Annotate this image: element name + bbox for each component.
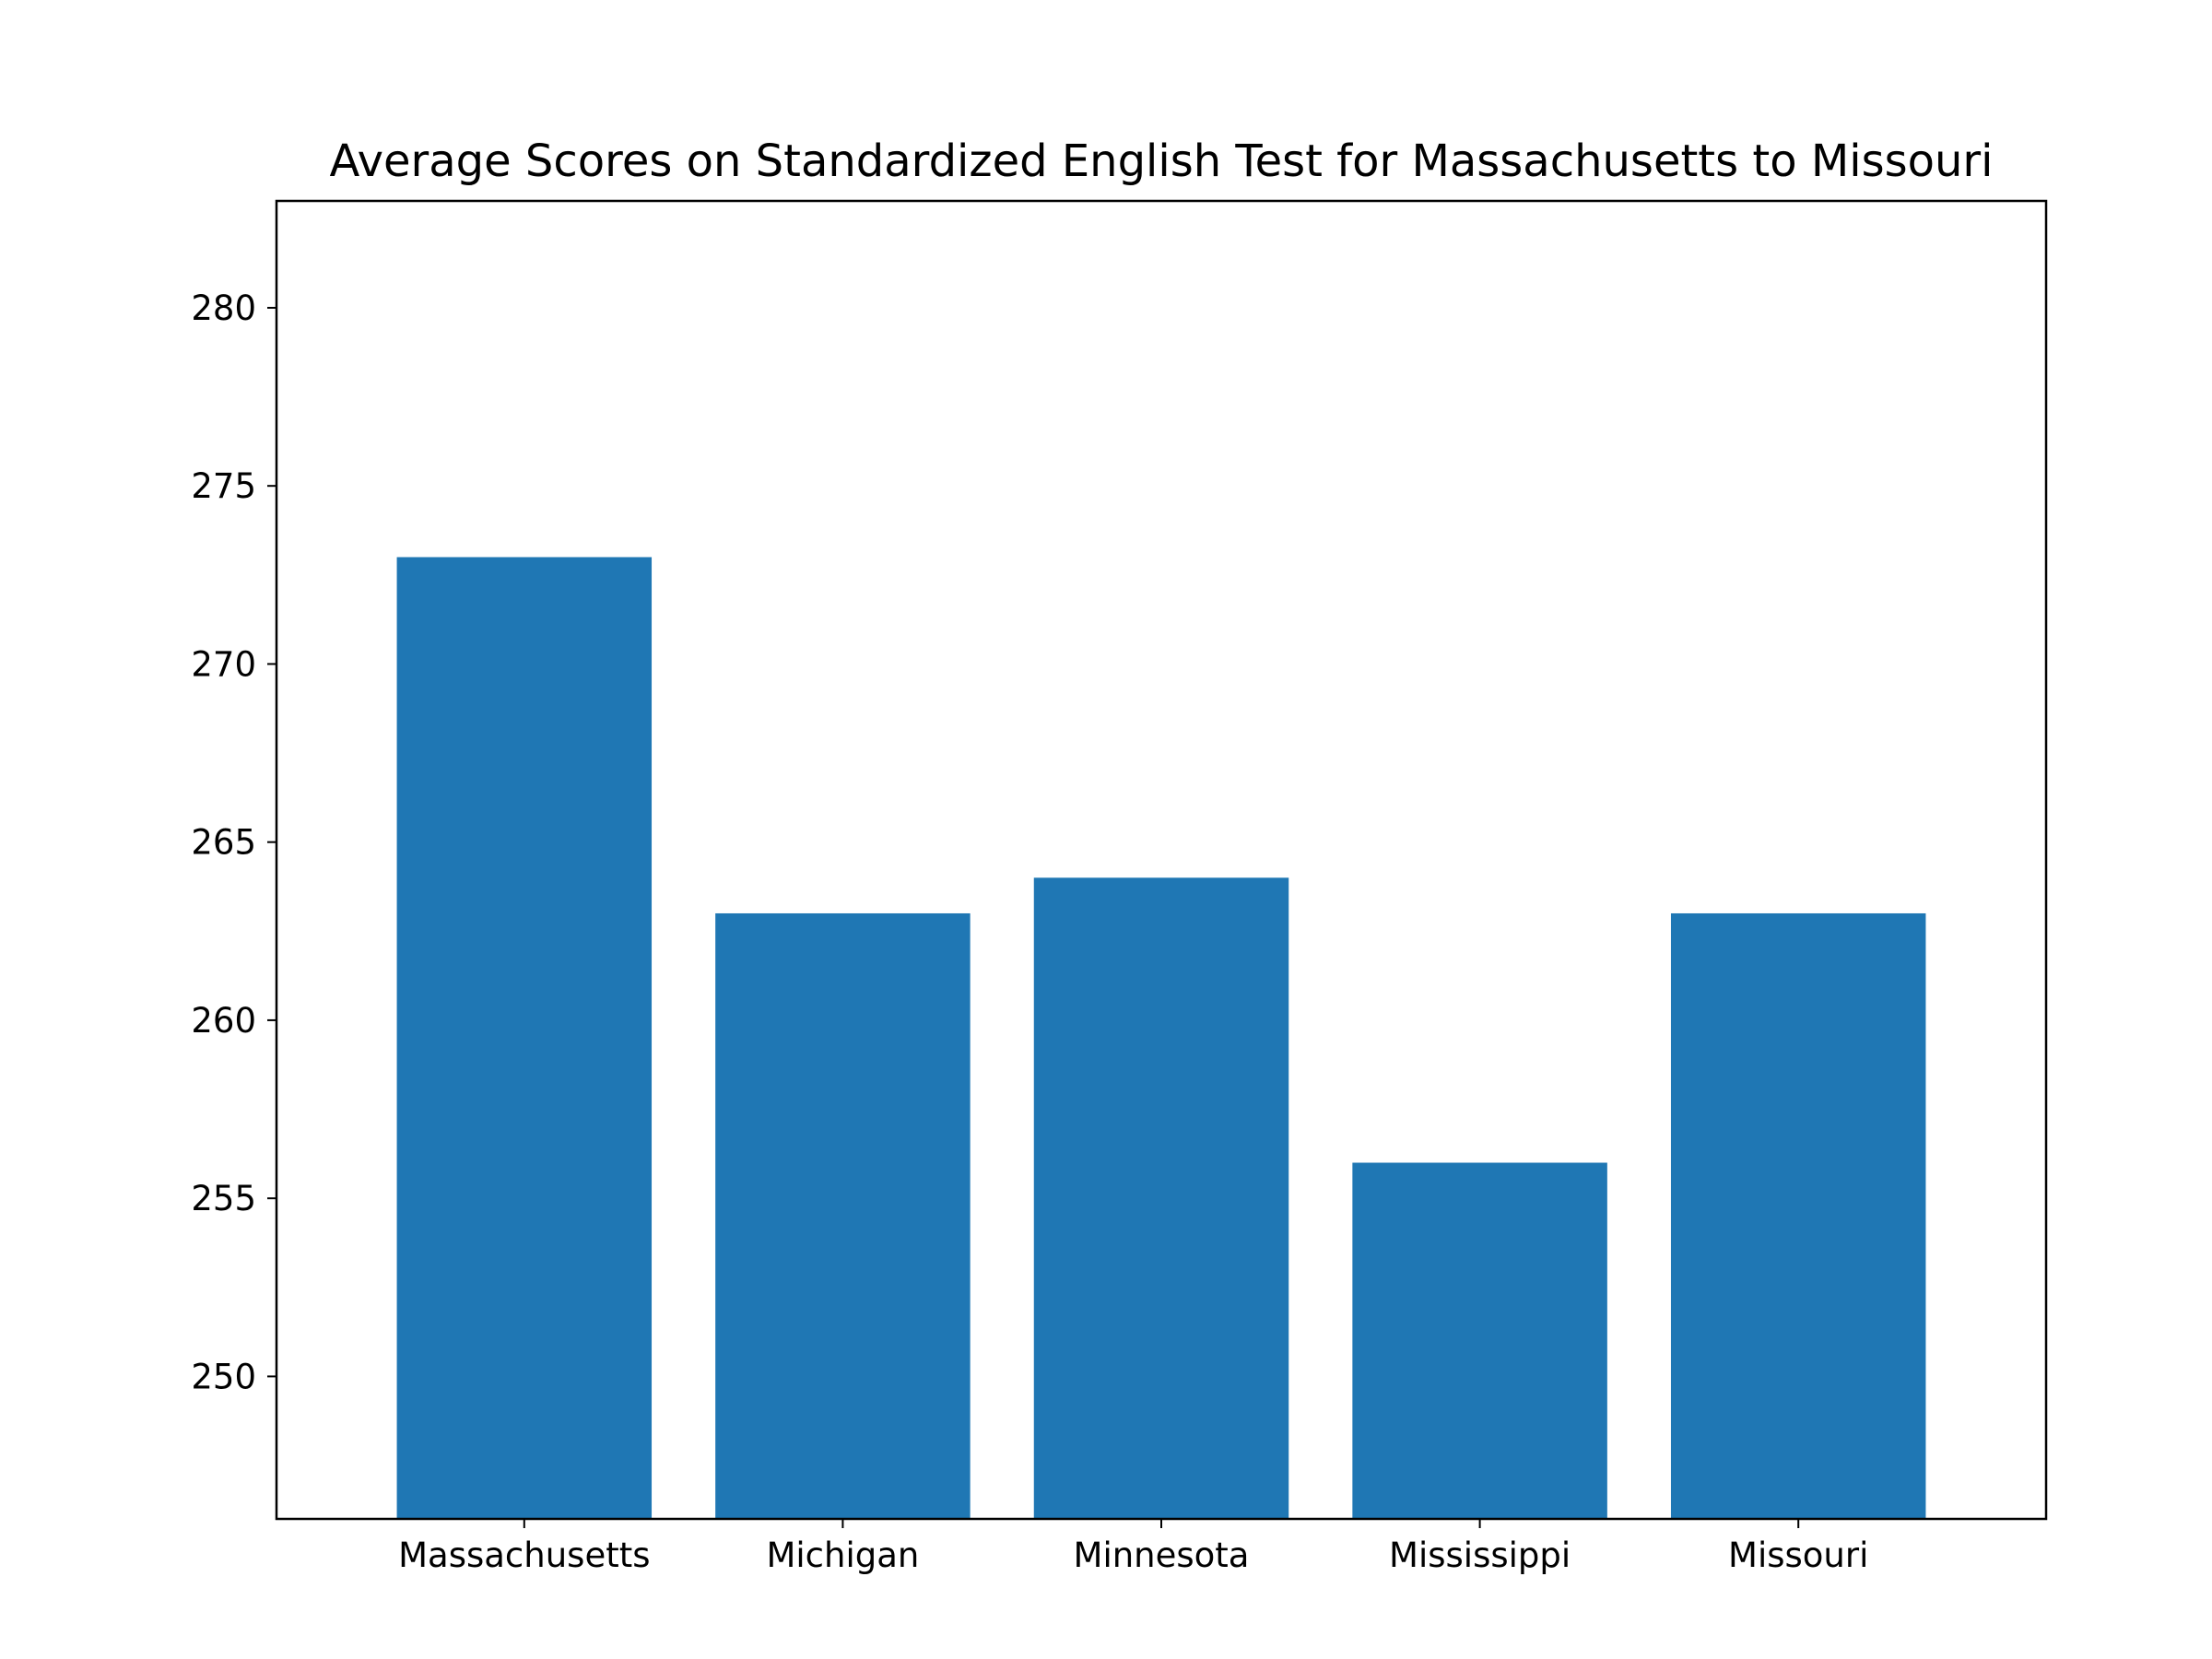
y-tick-label: 275 <box>191 466 256 506</box>
bar-massachusetts <box>396 557 653 1519</box>
x-tick-label: Missouri <box>1728 1535 1868 1575</box>
y-tick-label: 255 <box>191 1179 256 1218</box>
y-tick-label: 265 <box>191 823 256 863</box>
bar-michigan <box>715 912 971 1519</box>
bar-minnesota <box>1033 877 1289 1519</box>
x-tick-label: Massachusetts <box>398 1535 650 1575</box>
y-tick-label: 280 <box>191 288 256 328</box>
x-tick-label: Michigan <box>766 1535 919 1575</box>
x-tick-label: Mississippi <box>1389 1535 1571 1575</box>
y-tick-label: 250 <box>191 1357 256 1396</box>
y-tick-label: 260 <box>191 1001 256 1041</box>
y-tick-label: 270 <box>191 644 256 684</box>
plot-frame <box>275 199 2048 1521</box>
y-axis: 250 255 260 265 270 275 280 <box>191 288 276 1396</box>
bar-mississippi <box>1352 1162 1607 1519</box>
x-tick-label: Minnesota <box>1074 1535 1250 1575</box>
x-axis: Massachusetts Michigan Minnesota Mississipp… <box>398 1519 1868 1575</box>
bars <box>396 557 1926 1519</box>
bar-missouri <box>1670 912 1926 1519</box>
chart-title: Average Scores on Standardized English T… <box>330 135 1994 187</box>
